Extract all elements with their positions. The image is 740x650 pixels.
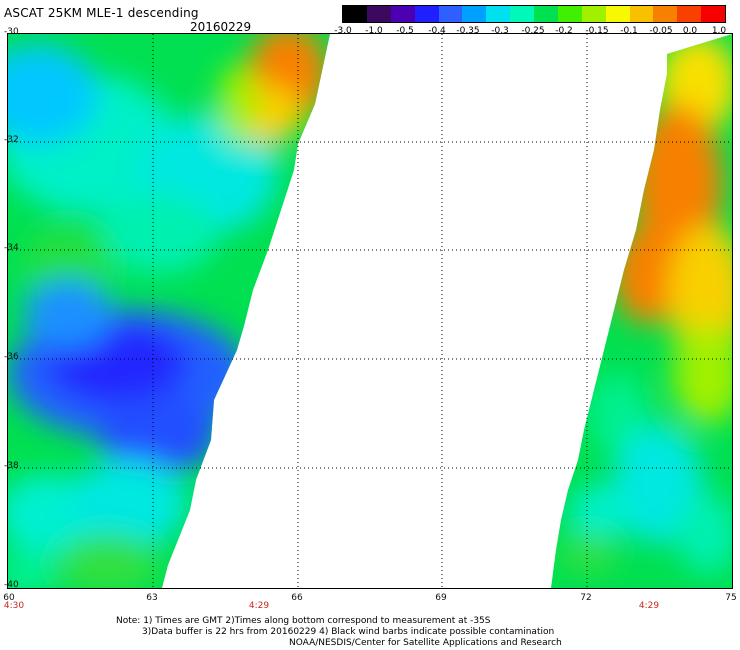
map-title: ASCAT 25KM MLE-1 descending: [4, 6, 199, 20]
note-line-2: 3)Data buffer is 22 hrs from 20160229 4)…: [142, 627, 555, 637]
colorbar: [342, 5, 726, 23]
graticule: [8, 34, 732, 588]
colorbar-segment: [534, 6, 558, 22]
colorbar-segment: [486, 6, 511, 22]
wind-map-svg: [8, 34, 732, 588]
note-line-1: Note: 1) Times are GMT 2)Times along bot…: [116, 616, 491, 626]
colorbar-segment: [629, 6, 654, 22]
left-swath: [8, 34, 330, 588]
colorbar-segment: [462, 6, 487, 22]
lat-label: -40: [4, 580, 19, 590]
colorbar-tick-label: -1.0: [365, 26, 383, 36]
colorbar-tick-label: -0.35: [456, 26, 480, 36]
colorbar-segment: [605, 6, 630, 22]
colorbar-tick-label: -0.4: [428, 26, 446, 36]
time-label: 4:30: [3, 601, 25, 611]
lon-label: 72: [580, 593, 592, 603]
colorbar-tick-label: -3.0: [334, 26, 352, 36]
lon-label: 69: [435, 593, 447, 603]
colorbar-segment: [390, 6, 415, 22]
lat-label: -38: [4, 461, 19, 471]
colorbar-segment: [366, 6, 391, 22]
colorbar-segment: [581, 6, 606, 22]
map-date: 20160229: [190, 20, 252, 34]
colorbar-segment: [653, 6, 678, 22]
colorbar-segment: [677, 6, 702, 22]
note-line-3: NOAA/NESDIS/Center for Satellite Applica…: [289, 638, 562, 648]
time-label: 4:29: [638, 601, 660, 611]
colorbar-tick-label: -0.3: [491, 26, 509, 36]
time-label: 4:29: [248, 601, 270, 611]
lat-label: -32: [4, 135, 19, 145]
colorbar-tick-label: -0.05: [649, 26, 673, 36]
colorbar-tick-label: -0.2: [555, 26, 573, 36]
colorbar-tick-label: 0.0: [682, 26, 698, 36]
colorbar-segment: [510, 6, 534, 22]
lon-label: 66: [291, 593, 303, 603]
lon-label: 63: [146, 593, 158, 603]
colorbar-tick-label: -0.15: [585, 26, 609, 36]
right-swath: [551, 34, 732, 588]
colorbar-tick-label: -0.1: [620, 26, 638, 36]
colorbar-segment: [701, 6, 725, 22]
lat-label: -30: [4, 27, 19, 37]
colorbar-tick-label: -0.5: [396, 26, 414, 36]
lon-label: 60: [3, 593, 15, 603]
colorbar-tick-label: -0.25: [521, 26, 545, 36]
wind-map: [7, 33, 733, 589]
colorbar-segment: [414, 6, 439, 22]
colorbar-segment: [438, 6, 463, 22]
colorbar-tick-label: 1.0: [711, 26, 727, 36]
colorbar-segment: [343, 6, 367, 22]
lon-label: 75: [725, 593, 737, 603]
colorbar-segment: [557, 6, 582, 22]
lat-label: -34: [4, 243, 19, 253]
lat-label: -36: [4, 352, 19, 362]
